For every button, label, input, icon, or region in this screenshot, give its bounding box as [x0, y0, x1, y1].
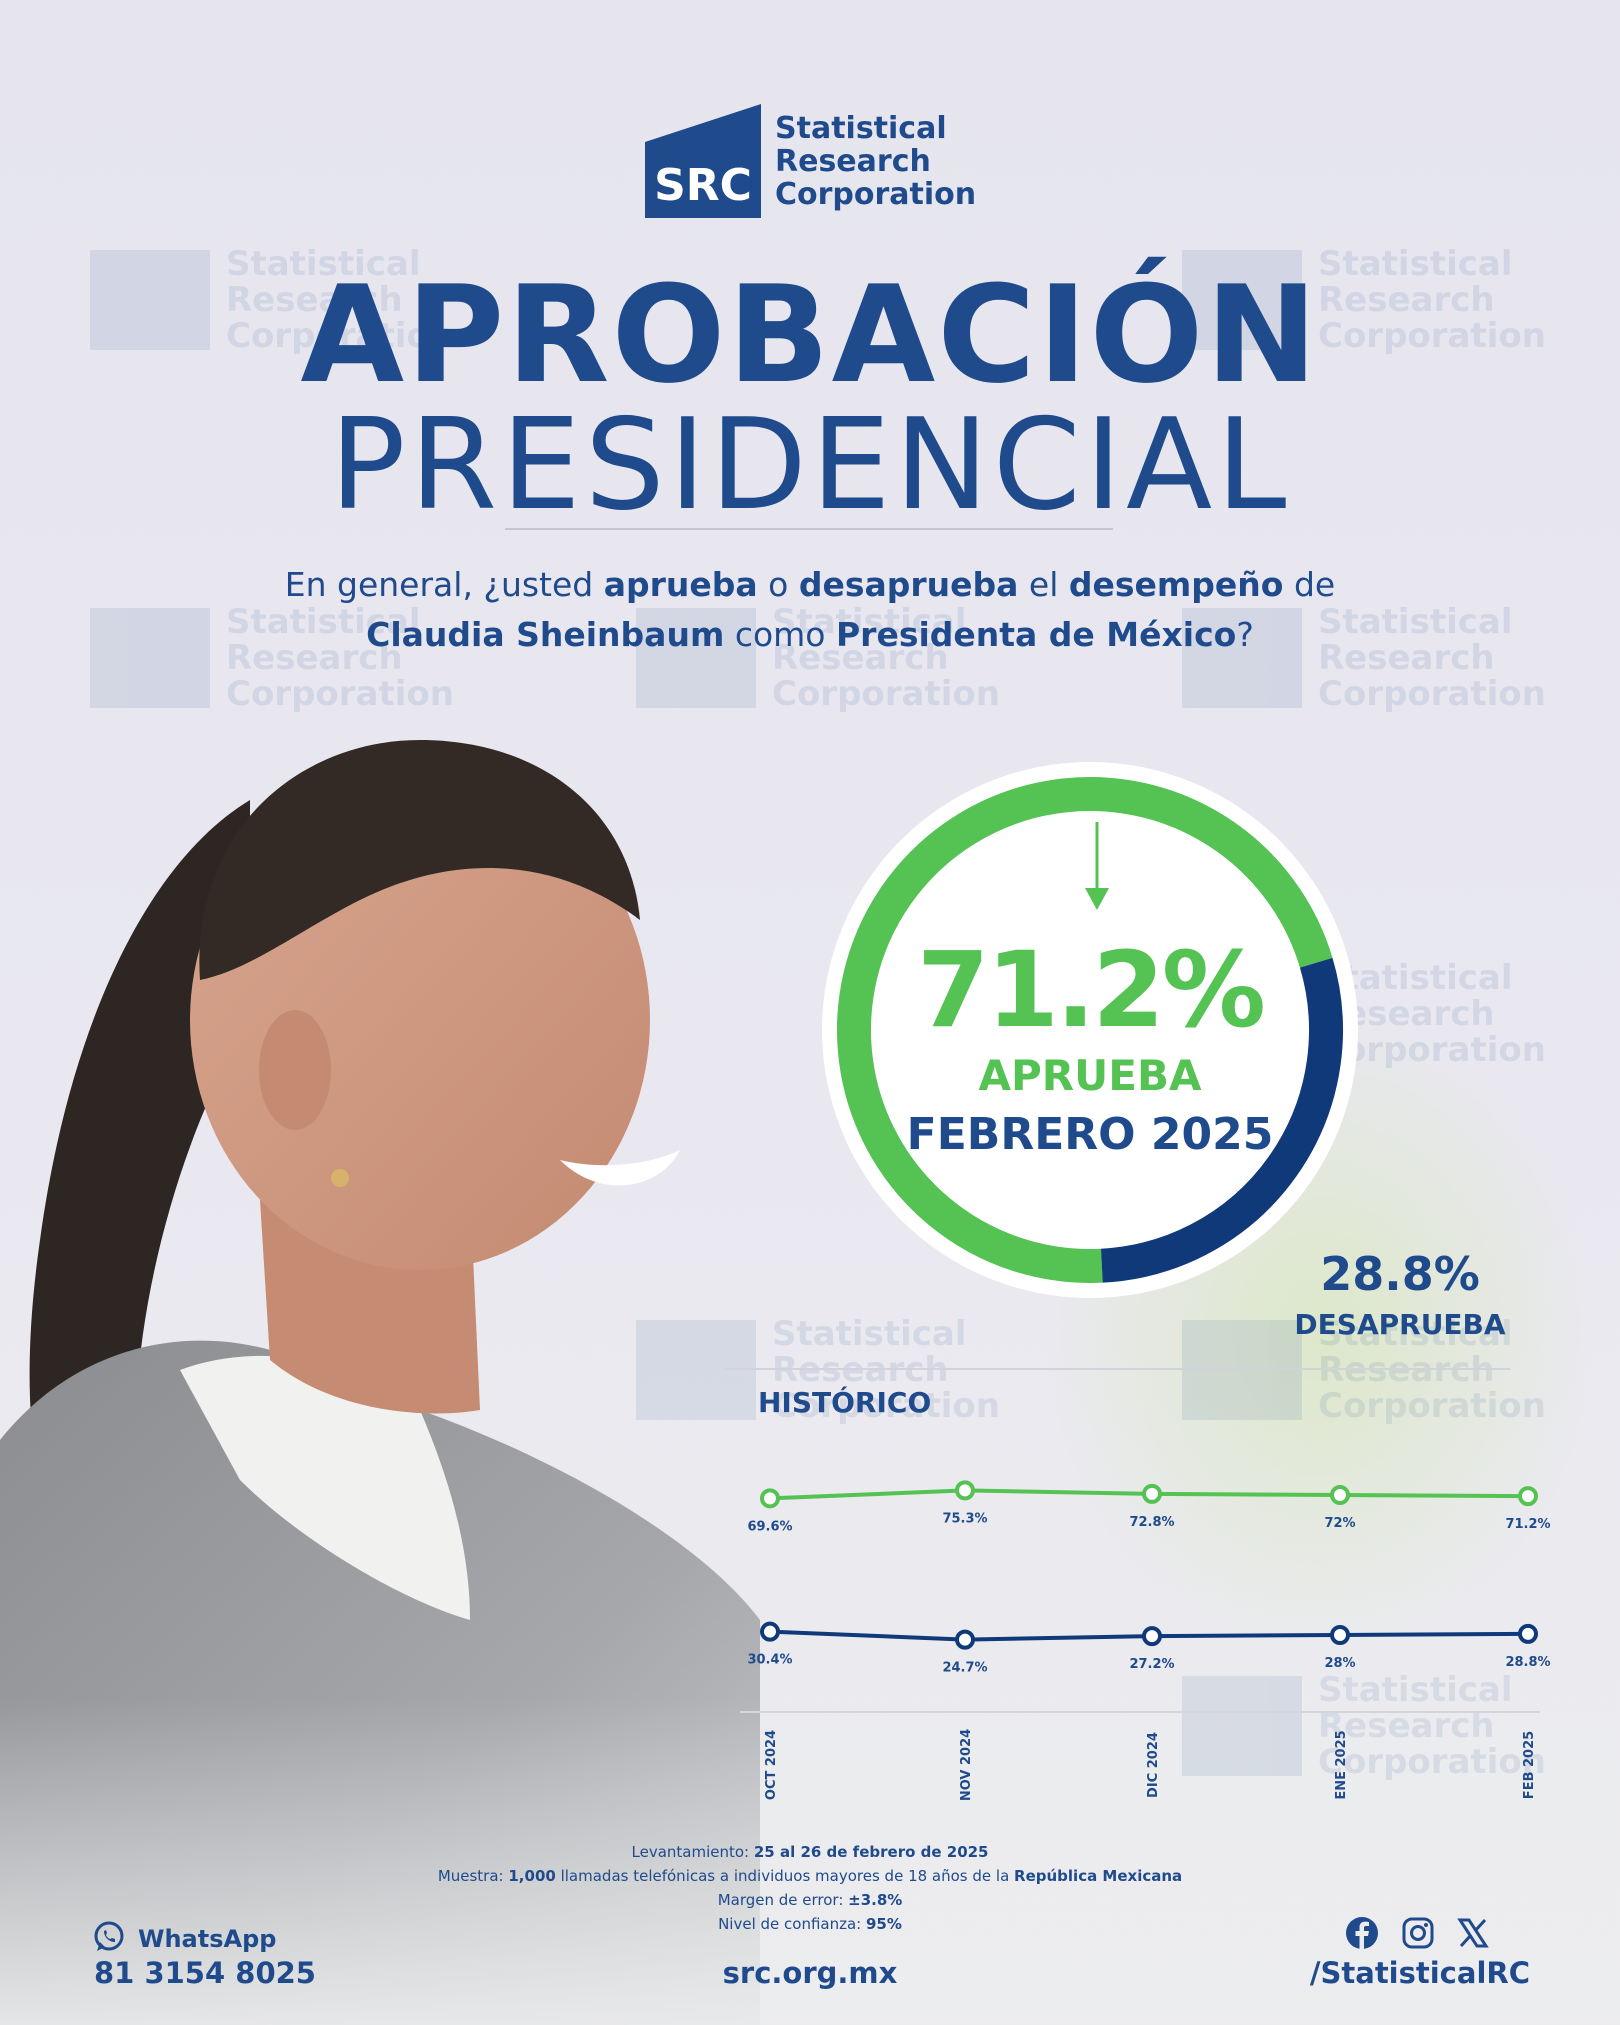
disapprove-percent: 28.8% — [1320, 1247, 1480, 1301]
data-point — [1142, 1483, 1162, 1504]
brand-name: Statistical Research Corporation — [775, 112, 976, 211]
watermark-logo: Statistical Research Corporation — [636, 604, 1000, 712]
data-point — [955, 1629, 975, 1650]
data-label: 28.8% — [1505, 1655, 1550, 1670]
data-point — [1518, 1623, 1538, 1644]
watermark-logo: Statistical Research Corporation — [1182, 1672, 1546, 1780]
history-line-chart: 69.6% 75.3% 72.8% 72% 71.2% 30.4% 24.7% 27.2% 28… — [740, 1440, 1560, 1820]
survey-question: En general, ¿usted aprueba o desaprueba … — [284, 565, 1336, 654]
method-margin: Margen de error: ±3.8% — [717, 1891, 903, 1909]
x-icon[interactable] — [1457, 1917, 1489, 1953]
data-label: 27.2% — [1129, 1657, 1174, 1672]
data-point — [1330, 1485, 1350, 1505]
brand-logo: SRC Statistical Research Corporation — [645, 104, 976, 218]
social-handle[interactable]: /StatisticalRC — [1309, 1956, 1530, 1990]
data-point — [1330, 1625, 1350, 1645]
title-line-2: PRESIDENCIAL — [329, 391, 1291, 538]
data-label: 72.8% — [1129, 1515, 1174, 1530]
title-line-1: APROBACIÓN — [300, 257, 1320, 413]
watermark-logo: Statistical Research Corporation — [90, 604, 454, 712]
src-logo-mark: SRC — [645, 104, 761, 218]
approve-label: APRUEBA — [978, 1051, 1202, 1100]
methodology: Levantamiento: 25 al 26 de febrero de 20… — [0, 1840, 1620, 1936]
facebook-icon[interactable] — [1345, 1916, 1379, 1954]
logo-letters: SRC — [654, 160, 752, 211]
data-point — [760, 1488, 780, 1509]
approval-donut — [820, 760, 1360, 1300]
website-link[interactable]: src.org.mx — [722, 1956, 898, 1990]
data-point — [1518, 1486, 1538, 1507]
data-label: 28% — [1324, 1656, 1355, 1671]
data-point — [955, 1480, 975, 1501]
data-label: 72% — [1324, 1516, 1355, 1531]
data-label: 24.7% — [942, 1661, 987, 1676]
method-sample: Muestra: 1,000 llamadas telefónicas a in… — [437, 1867, 1183, 1885]
x-tick-label: FEB 2025 — [1522, 1731, 1537, 1799]
data-label: 69.6% — [747, 1519, 792, 1534]
period-label: FEBRERO 2025 — [906, 1109, 1274, 1160]
whatsapp-label: WhatsApp — [138, 1925, 277, 1953]
brand-line-1: Statistical — [775, 110, 947, 146]
donut-slice-approve — [837, 777, 1333, 1283]
x-tick-label: NOV 2024 — [959, 1729, 974, 1801]
data-label: 30.4% — [747, 1653, 792, 1668]
president-portrait — [0, 720, 760, 2025]
instagram-icon[interactable] — [1401, 1916, 1435, 1954]
donut-background — [822, 762, 1358, 1298]
whatsapp-contact[interactable]: WhatsApp — [92, 1920, 276, 1958]
x-tick-label: DIC 2024 — [1146, 1732, 1161, 1798]
method-fieldwork: Levantamiento: 25 al 26 de febrero de 20… — [631, 1843, 989, 1861]
data-label: 71.2% — [1505, 1517, 1550, 1532]
data-label: 75.3% — [942, 1511, 987, 1526]
arrow-down-icon — [1085, 822, 1109, 910]
whatsapp-number[interactable]: 81 3154 8025 — [94, 1956, 316, 1990]
donut-slice-disapprove — [1100, 957, 1343, 1283]
history-divider — [725, 1368, 1510, 1370]
watermark-logo: Statistical Research Corporation — [1182, 246, 1546, 354]
data-point — [760, 1621, 780, 1642]
method-confidence: Nivel de confianza: 95% — [718, 1915, 902, 1933]
x-tick-label: ENE 2025 — [1334, 1730, 1349, 1799]
history-title: HISTÓRICO — [758, 1386, 932, 1419]
whatsapp-icon — [92, 1920, 126, 1958]
x-tick-label: OCT 2024 — [764, 1730, 779, 1800]
brand-line-3: Corporation — [775, 176, 977, 212]
approve-percent: 71.2% — [917, 929, 1266, 1051]
watermark-logo: Statistical Research Corporation — [1182, 1316, 1546, 1424]
title-divider — [505, 528, 1113, 530]
watermark-logo: Statistical Research Corporation — [1182, 604, 1546, 712]
disapprove-label: DESAPRUEBA — [1294, 1308, 1506, 1341]
watermark-logo: Statistical Research Corporation — [90, 246, 454, 354]
data-point — [1142, 1626, 1162, 1647]
brand-line-2: Research — [775, 143, 931, 179]
social-icons — [1345, 1916, 1489, 1954]
